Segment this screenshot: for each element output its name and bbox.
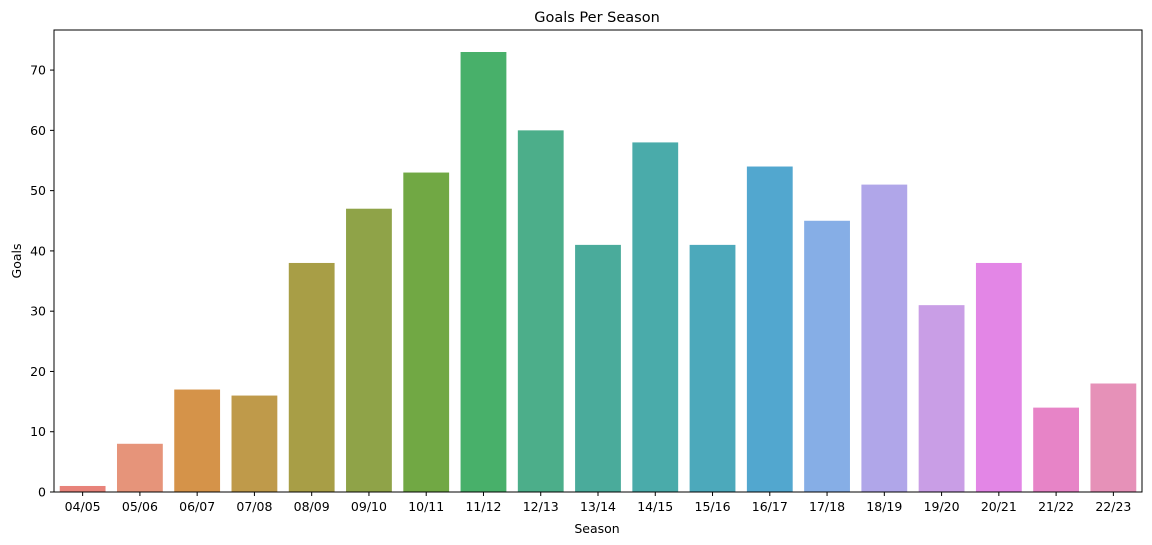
bar-08-09 xyxy=(288,262,335,492)
bar-14-15 xyxy=(632,142,679,492)
bar-19-20 xyxy=(918,305,965,492)
bars-group xyxy=(59,52,1137,493)
x-tick-label: 19/20 xyxy=(924,499,960,514)
bar-16-17 xyxy=(746,166,793,492)
y-axis: 0 10 20 30 40 50 60 70 xyxy=(30,63,54,500)
x-tick-label: 18/19 xyxy=(866,499,902,514)
x-axis: 04/05 05/06 06/07 07/08 08/09 09/10 10/11 11/12… xyxy=(65,492,1131,514)
bar-13-14 xyxy=(575,244,621,492)
bar-22-23 xyxy=(1090,383,1137,492)
y-axis-title: Goals xyxy=(9,244,24,279)
bar-18-19 xyxy=(861,184,908,492)
x-tick-label: 05/06 xyxy=(122,499,158,514)
y-tick-label: 0 xyxy=(38,485,46,500)
bar-20-21 xyxy=(975,262,1022,492)
x-tick-label: 21/22 xyxy=(1038,499,1074,514)
bar-15-16 xyxy=(689,244,736,492)
bar-05-06 xyxy=(116,443,163,492)
x-tick-label: 20/21 xyxy=(981,499,1017,514)
bar-21-22 xyxy=(1033,407,1080,492)
y-tick-label: 60 xyxy=(30,123,46,138)
y-tick-label: 40 xyxy=(30,243,46,258)
x-tick-label: 17/18 xyxy=(809,499,845,514)
bar-09-10 xyxy=(346,208,392,492)
bar-12-13 xyxy=(517,130,564,493)
x-tick-label: 12/13 xyxy=(523,499,559,514)
x-tick-label: 06/07 xyxy=(179,499,215,514)
x-tick-label: 11/12 xyxy=(465,499,501,514)
x-tick-label: 16/17 xyxy=(752,499,788,514)
x-tick-label: 08/09 xyxy=(294,499,330,514)
x-tick-label: 10/11 xyxy=(408,499,444,514)
x-tick-label: 13/14 xyxy=(580,499,616,514)
x-tick-label: 09/10 xyxy=(351,499,387,514)
bar-17-18 xyxy=(804,220,850,492)
bar-07-08 xyxy=(231,395,278,492)
x-tick-label: 04/05 xyxy=(65,499,101,514)
x-tick-label: 15/16 xyxy=(695,499,731,514)
y-tick-label: 30 xyxy=(30,304,46,319)
y-tick-label: 20 xyxy=(30,364,46,379)
x-tick-label: 22/23 xyxy=(1095,499,1131,514)
x-axis-title: Season xyxy=(574,521,619,536)
y-tick-label: 10 xyxy=(30,424,46,439)
chart-title: Goals Per Season xyxy=(534,10,660,26)
y-tick-label: 50 xyxy=(30,183,46,198)
x-tick-label: 07/08 xyxy=(236,499,272,514)
bar-10-11 xyxy=(403,172,450,493)
bar-11-12 xyxy=(460,52,507,492)
bar-04-05 xyxy=(59,485,106,492)
y-tick-label: 70 xyxy=(30,63,46,78)
bar-06-07 xyxy=(174,389,221,492)
x-tick-label: 14/15 xyxy=(637,499,673,514)
